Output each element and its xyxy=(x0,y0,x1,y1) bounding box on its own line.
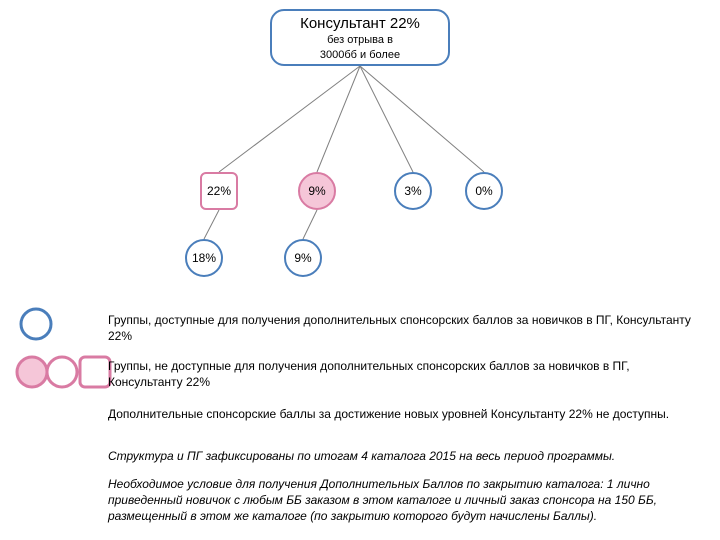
node-n22: 22% xyxy=(200,172,238,210)
legend-paragraph-4: Структура и ПГ зафиксированы по итогам 4… xyxy=(108,448,706,464)
node-label-n18: 18% xyxy=(187,251,221,265)
node-n18: 18% xyxy=(185,239,223,277)
root-subtitle-2: 3000бб и более xyxy=(272,49,448,62)
node-label-n22: 22% xyxy=(202,184,236,198)
node-label-n0: 0% xyxy=(467,184,501,198)
root-subtitle-1: без отрыва в xyxy=(272,34,448,47)
legend-paragraph-3: Дополнительные спонсорские баллы за дост… xyxy=(108,406,706,422)
legend-paragraph-5: Необходимое условие для получения Дополн… xyxy=(108,476,706,525)
node-label-n9b: 9% xyxy=(286,251,320,265)
node-n0: 0% xyxy=(465,172,503,210)
node-n9a: 9% xyxy=(298,172,336,210)
root-title: Консультант 22% xyxy=(272,15,448,32)
legend-available-text: Группы, доступные для получения дополнит… xyxy=(108,312,706,344)
legend-unavailable-text: Группы, не доступные для получения допол… xyxy=(108,358,706,390)
node-label-n3: 3% xyxy=(396,184,430,198)
node-n3: 3% xyxy=(394,172,432,210)
root-node: Консультант 22% без отрыва в 3000бб и бо… xyxy=(270,9,450,66)
node-label-n9a: 9% xyxy=(300,184,334,198)
node-n9b: 9% xyxy=(284,239,322,277)
